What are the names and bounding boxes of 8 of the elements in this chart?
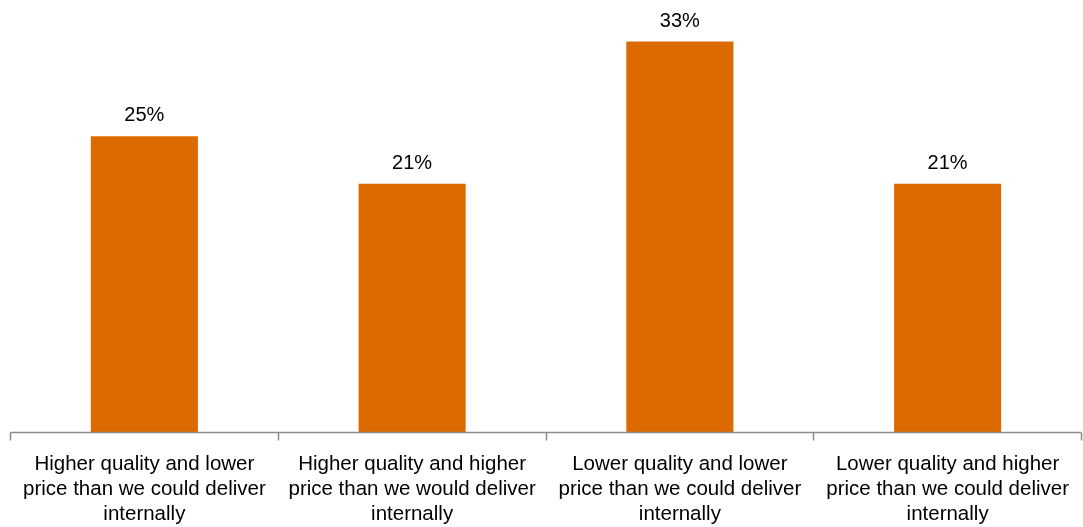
- x-tick-label: Higher quality and higher price than we would deliver internally: [288, 450, 536, 525]
- x-tick-label: Lower quality and lower price than we could deliver internally: [558, 450, 802, 525]
- data-label: 25%: [124, 103, 165, 126]
- data-label: 33%: [659, 8, 701, 31]
- x-tick-label: Higher quality and lower price than we could deliver internally: [23, 450, 266, 525]
- data-label: 21%: [927, 150, 968, 173]
- x-tick-label: Lower quality and higher price than we could deliver internally: [826, 450, 1070, 525]
- data-label: 21%: [392, 150, 433, 173]
